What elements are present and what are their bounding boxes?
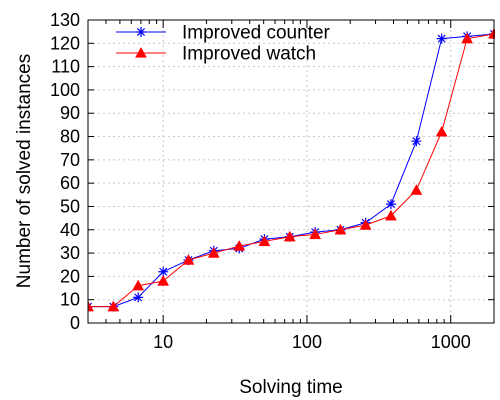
y-tick-label: 100 bbox=[50, 80, 80, 100]
y-tick-label: 50 bbox=[60, 196, 80, 216]
series-improved-watch bbox=[88, 27, 495, 312]
y-tick-label: 110 bbox=[51, 57, 80, 77]
y-tick-label: 40 bbox=[60, 220, 80, 240]
y-tick-label: 80 bbox=[60, 127, 80, 147]
data-point-triangle bbox=[435, 125, 448, 137]
x-tick-label: 1000 bbox=[431, 332, 471, 352]
data-point-asterisk bbox=[133, 292, 144, 303]
data-point-triangle bbox=[135, 46, 147, 58]
data-point-triangle bbox=[132, 279, 145, 291]
plot-series bbox=[88, 27, 495, 312]
data-point-asterisk bbox=[158, 266, 169, 277]
data-point-triangle bbox=[157, 275, 170, 286]
plot-frame bbox=[87, 19, 495, 324]
data-point-asterisk bbox=[385, 199, 396, 210]
data-point-triangle bbox=[461, 32, 474, 44]
series-line bbox=[88, 33, 495, 308]
data-point-triangle bbox=[309, 228, 322, 240]
y-tick-label: 30 bbox=[60, 243, 80, 263]
data-point-triangle bbox=[258, 235, 271, 247]
x-axis-label: Solving time bbox=[239, 377, 343, 398]
y-tick-label: 60 bbox=[60, 173, 80, 193]
x-tick-label: 100 bbox=[292, 332, 322, 352]
y-tick-label: 20 bbox=[60, 266, 80, 286]
data-point-asterisk bbox=[436, 33, 447, 44]
y-tick-label: 10 bbox=[60, 290, 80, 310]
data-point-triangle bbox=[88, 300, 94, 312]
data-point-triangle bbox=[107, 300, 120, 312]
legend-label: Improved counter bbox=[182, 23, 331, 44]
axis-ticks: 0 10 20 30 40 50 60 70 80 90 100 110 120 130 10 100 1000 bbox=[50, 10, 494, 352]
data-point-triangle bbox=[182, 254, 195, 265]
data-point-triangle bbox=[233, 240, 246, 251]
data-point-triangle bbox=[385, 209, 397, 221]
data-point-asterisk bbox=[136, 27, 146, 37]
x-tick-label: 10 bbox=[153, 332, 173, 352]
data-point-triangle bbox=[410, 184, 423, 195]
data-point-triangle bbox=[359, 219, 372, 230]
y-tick-label: 130 bbox=[50, 10, 80, 30]
y-tick-label: 70 bbox=[60, 150, 80, 170]
data-point-triangle bbox=[207, 247, 220, 258]
y-axis-label: Number of solved instances bbox=[14, 54, 35, 288]
data-point-triangle bbox=[283, 230, 296, 242]
y-tick-label: 0 bbox=[70, 313, 80, 333]
y-tick-label: 90 bbox=[60, 103, 80, 123]
data-point-asterisk bbox=[411, 136, 422, 147]
legend-label: Improved watch bbox=[182, 44, 316, 65]
data-point-triangle bbox=[334, 223, 347, 235]
series-improved-counter bbox=[88, 28, 495, 312]
y-tick-label: 120 bbox=[50, 33, 80, 53]
grid-lines bbox=[88, 20, 494, 323]
